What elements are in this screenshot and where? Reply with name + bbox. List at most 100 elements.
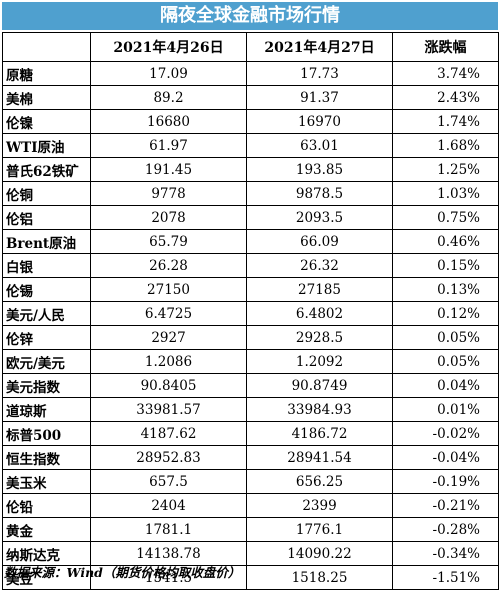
table-row: 伦锌 2927 2928.5 0.05% bbox=[2, 325, 499, 350]
price-date-2: 91.37 bbox=[246, 85, 393, 110]
change-percent: 0.75% bbox=[392, 205, 499, 230]
change-percent: 1.03% bbox=[392, 181, 499, 206]
table-row: 伦镍 16680 16970 1.74% bbox=[2, 109, 499, 134]
table-row: 白银 26.28 26.32 0.15% bbox=[2, 253, 499, 278]
price-date-1: 28952.83 bbox=[90, 445, 247, 470]
header-row: 2021年4月26日 2021年4月27日 涨跌幅 bbox=[2, 32, 499, 62]
table-row: 伦铝 2078 2093.5 0.75% bbox=[2, 205, 499, 230]
table-row: 原糖 17.09 17.73 3.74% bbox=[2, 61, 499, 86]
change-percent: 1.25% bbox=[392, 157, 499, 182]
price-date-1: 14138.78 bbox=[90, 541, 247, 566]
table-row: 标普500 4187.62 4186.72 -0.02% bbox=[2, 421, 499, 446]
price-date-1: 6.4725 bbox=[90, 301, 247, 326]
instrument-name: 普氏62铁矿 bbox=[2, 157, 91, 182]
price-date-1: 4187.62 bbox=[90, 421, 247, 446]
change-percent: 3.74% bbox=[392, 61, 499, 86]
instrument-name: 伦铜 bbox=[2, 181, 91, 206]
price-date-2: 9878.5 bbox=[246, 181, 393, 206]
quote-table: 2021年4月26日 2021年4月27日 涨跌幅 原糖 17.09 17.73 3.… bbox=[2, 32, 499, 590]
price-date-2: 33984.93 bbox=[246, 397, 393, 422]
instrument-name: 黄金 bbox=[2, 517, 91, 542]
table-row: 伦锡 27150 27185 0.13% bbox=[2, 277, 499, 302]
instrument-name: Brent原油 bbox=[2, 229, 91, 254]
instrument-name: 白银 bbox=[2, 253, 91, 278]
price-date-2: 2399 bbox=[246, 493, 393, 518]
price-date-2: 1776.1 bbox=[246, 517, 393, 542]
change-percent: 1.68% bbox=[392, 133, 499, 158]
instrument-name: 美元/人民 bbox=[2, 301, 91, 326]
instrument-name: 道琼斯 bbox=[2, 397, 91, 422]
price-date-1: 9778 bbox=[90, 181, 247, 206]
table-row: 欧元/美元 1.2086 1.2092 0.05% bbox=[2, 349, 499, 374]
table-row: WTI原油 61.97 63.01 1.68% bbox=[2, 133, 499, 158]
table-row: 美元指数 90.8405 90.8749 0.04% bbox=[2, 373, 499, 398]
table-row: 普氏62铁矿 191.45 193.85 1.25% bbox=[2, 157, 499, 182]
table-row: 伦铜 9778 9878.5 1.03% bbox=[2, 181, 499, 206]
table-row: 道琼斯 33981.57 33984.93 0.01% bbox=[2, 397, 499, 422]
price-date-1: 2404 bbox=[90, 493, 247, 518]
price-date-2: 17.73 bbox=[246, 61, 393, 86]
price-date-2: 656.25 bbox=[246, 469, 393, 494]
change-percent: 0.04% bbox=[392, 373, 499, 398]
price-date-2: 6.4802 bbox=[246, 301, 393, 326]
price-date-2: 26.32 bbox=[246, 253, 393, 278]
change-percent: -0.19% bbox=[392, 469, 499, 494]
instrument-name: 原糖 bbox=[2, 61, 91, 86]
change-percent: -0.34% bbox=[392, 541, 499, 566]
header-date-2: 2021年4月27日 bbox=[246, 32, 393, 62]
instrument-name: 美元指数 bbox=[2, 373, 91, 398]
price-date-1: 657.5 bbox=[90, 469, 247, 494]
header-date-1: 2021年4月26日 bbox=[90, 32, 247, 62]
instrument-name: 伦铅 bbox=[2, 493, 91, 518]
table-row: 恒生指数 28952.83 28941.54 -0.04% bbox=[2, 445, 499, 470]
change-percent: -0.21% bbox=[392, 493, 499, 518]
price-date-2: 27185 bbox=[246, 277, 393, 302]
price-date-2: 193.85 bbox=[246, 157, 393, 182]
table-row: 伦铅 2404 2399 -0.21% bbox=[2, 493, 499, 518]
instrument-name: 美玉米 bbox=[2, 469, 91, 494]
instrument-name: 欧元/美元 bbox=[2, 349, 91, 374]
sheet-title: 隔夜全球金融市场行情 bbox=[2, 2, 498, 30]
instrument-name: 伦镍 bbox=[2, 109, 91, 134]
header-change: 涨跌幅 bbox=[392, 32, 499, 62]
change-percent: -0.28% bbox=[392, 517, 499, 542]
price-date-1: 191.45 bbox=[90, 157, 247, 182]
data-source-note: 数据来源：Wind（期货价格均取收盘价） bbox=[4, 565, 241, 580]
price-date-2: 1.2092 bbox=[246, 349, 393, 374]
price-date-1: 17.09 bbox=[90, 61, 247, 86]
price-date-1: 33981.57 bbox=[90, 397, 247, 422]
table-row: 美元/人民 6.4725 6.4802 0.12% bbox=[2, 301, 499, 326]
change-percent: 0.05% bbox=[392, 349, 499, 374]
change-percent: 0.12% bbox=[392, 301, 499, 326]
change-percent: 1.74% bbox=[392, 109, 499, 134]
instrument-name: 美棉 bbox=[2, 85, 91, 110]
header-name bbox=[2, 32, 91, 62]
price-date-1: 16680 bbox=[90, 109, 247, 134]
table-body: 原糖 17.09 17.73 3.74% 美棉 89.2 91.37 2.43% 伦镍 16680… bbox=[2, 61, 499, 590]
instrument-name: 标普500 bbox=[2, 421, 91, 446]
instrument-name: 纳斯达克 bbox=[2, 541, 91, 566]
change-percent: -0.04% bbox=[392, 445, 499, 470]
change-percent: 0.15% bbox=[392, 253, 499, 278]
price-date-1: 26.28 bbox=[90, 253, 247, 278]
change-percent: 0.01% bbox=[392, 397, 499, 422]
price-date-1: 65.79 bbox=[90, 229, 247, 254]
price-date-1: 90.8405 bbox=[90, 373, 247, 398]
price-date-1: 2927 bbox=[90, 325, 247, 350]
table-row: Brent原油 65.79 66.09 0.46% bbox=[2, 229, 499, 254]
instrument-name: 伦锌 bbox=[2, 325, 91, 350]
change-percent: -0.02% bbox=[392, 421, 499, 446]
price-date-2: 16970 bbox=[246, 109, 393, 134]
instrument-name: 恒生指数 bbox=[2, 445, 91, 470]
change-percent: 2.43% bbox=[392, 85, 499, 110]
table-row: 黄金 1781.1 1776.1 -0.28% bbox=[2, 517, 499, 542]
table-row: 美玉米 657.5 656.25 -0.19% bbox=[2, 469, 499, 494]
price-date-1: 1.2086 bbox=[90, 349, 247, 374]
instrument-name: 伦铝 bbox=[2, 205, 91, 230]
instrument-name: WTI原油 bbox=[2, 133, 91, 158]
change-percent: 0.13% bbox=[392, 277, 499, 302]
price-date-1: 2078 bbox=[90, 205, 247, 230]
price-date-2: 2093.5 bbox=[246, 205, 393, 230]
instrument-name: 伦锡 bbox=[2, 277, 91, 302]
